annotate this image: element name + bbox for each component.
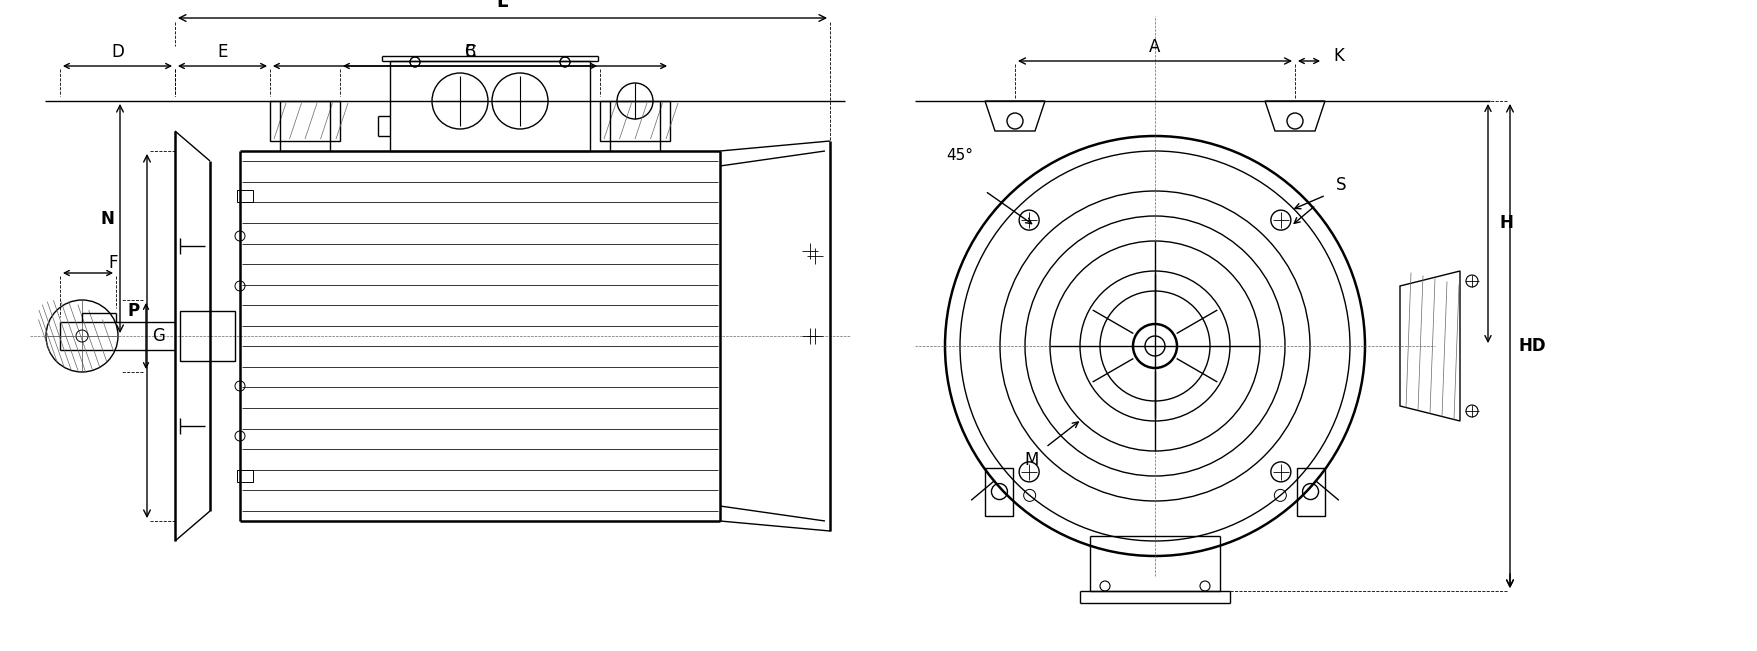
- Text: K: K: [1334, 47, 1344, 65]
- Bar: [986, 467, 1014, 516]
- Bar: [271, 101, 341, 141]
- Text: L: L: [497, 0, 508, 11]
- Bar: [599, 101, 669, 141]
- Text: F: F: [109, 254, 118, 272]
- Text: 45°: 45°: [947, 148, 973, 163]
- Bar: [179, 311, 235, 361]
- Bar: [1297, 467, 1325, 516]
- Text: E: E: [218, 43, 228, 61]
- Text: D: D: [111, 43, 125, 61]
- Bar: [237, 190, 253, 202]
- Text: C: C: [464, 43, 476, 61]
- Text: G: G: [153, 327, 165, 345]
- Text: P: P: [128, 302, 141, 320]
- Text: N: N: [100, 210, 114, 227]
- Text: H: H: [1499, 214, 1513, 232]
- Text: B: B: [464, 43, 476, 61]
- Bar: [237, 470, 253, 482]
- Text: HD: HD: [1518, 337, 1546, 355]
- Text: M: M: [1024, 451, 1038, 469]
- Text: A: A: [1149, 38, 1161, 56]
- Text: S: S: [1335, 176, 1346, 194]
